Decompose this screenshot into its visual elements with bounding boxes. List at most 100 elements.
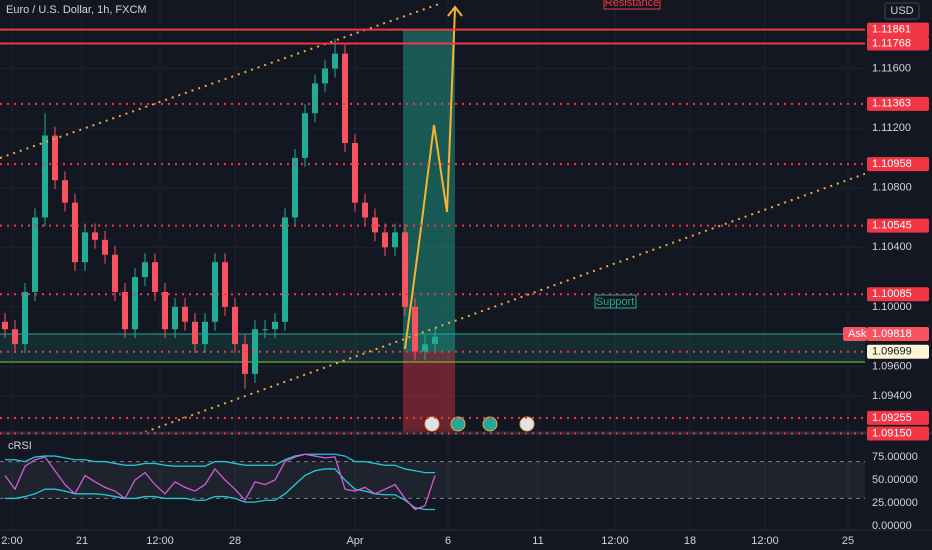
x-tick-label: 18 [684, 535, 696, 547]
candle-body [282, 217, 288, 322]
candle-body [12, 329, 18, 345]
y-tick-label: 0.00000 [872, 520, 912, 532]
candle-body [92, 232, 98, 240]
x-tick-label: 11 [532, 535, 543, 547]
candle-body [132, 277, 138, 330]
candle-body [272, 321, 278, 330]
series-line [5, 468, 435, 511]
level-label-bg [867, 426, 929, 441]
candle-body [232, 306, 238, 345]
band-fill [0, 461, 865, 499]
candle-body [152, 262, 158, 292]
support-box [594, 294, 637, 309]
level-label-bg [867, 410, 929, 425]
y-tick-label: 75.00000 [872, 451, 918, 463]
y-tick-label: 1.11600 [872, 62, 911, 74]
x-tick-label: 2:00 [1, 535, 22, 547]
level-label: 1.11768 [872, 37, 911, 49]
candle-body [212, 262, 218, 322]
y-tick-label: 1.09400 [872, 390, 912, 402]
candle-body [162, 291, 168, 330]
candle-body [222, 262, 228, 307]
level-label: 1.09255 [872, 412, 912, 424]
candle-body [412, 306, 418, 352]
x-tick-label: Apr [346, 535, 363, 547]
resistance-label: Resistance [605, 0, 659, 9]
series-line [4, 453, 436, 511]
candle-body [432, 336, 438, 345]
candle-body [262, 329, 268, 331]
drawings [0, 2, 871, 433]
candle-body [32, 217, 38, 292]
candle-body [72, 202, 78, 263]
x-tick-label: 21 [76, 535, 88, 547]
level-label: 1.10958 [872, 158, 912, 170]
candle-body [102, 239, 108, 255]
candle-body [352, 143, 358, 203]
candle-body [202, 321, 208, 345]
level-label: 1.09150 [872, 427, 912, 439]
candle-body [292, 157, 298, 218]
y-tick-label: 1.10000 [872, 301, 912, 313]
level-label-bg [867, 22, 929, 37]
candle-body [122, 291, 128, 330]
indicator-title: cRSI [8, 440, 32, 452]
candles [2, 38, 438, 389]
candle-body [82, 232, 88, 263]
candle-body [42, 135, 48, 218]
projection [404, 7, 456, 350]
candle-body [182, 306, 188, 322]
x-tick-label: 28 [229, 535, 241, 547]
y-tick-label: 25.00000 [872, 497, 918, 509]
candle-body [392, 232, 398, 248]
candle-body [52, 135, 58, 181]
level-label: 1.09699 [872, 346, 912, 358]
level-label-bg [867, 287, 929, 302]
candle-body [382, 232, 388, 248]
level-label: 1.11363 [872, 98, 911, 110]
x-tick-label: 12:00 [146, 535, 174, 547]
level-label-bg [867, 344, 929, 359]
x-tick-label: 12:00 [751, 535, 779, 547]
currency[interactable]: USD [890, 5, 913, 17]
series-line [5, 453, 435, 474]
candle-body [112, 254, 118, 292]
candle-body [22, 291, 28, 345]
level-label-bg [867, 36, 929, 51]
projection-arrow [447, 5, 463, 17]
y-tick-label: 1.09600 [872, 360, 912, 372]
level-label-bg [867, 96, 929, 111]
resistance-box [603, 0, 661, 10]
y-tick-label: 1.11200 [872, 122, 911, 134]
level-label-bg [867, 218, 929, 233]
level-label-bg [867, 157, 929, 172]
ask-tag: Ask [848, 328, 867, 340]
level-label: 1.10545 [872, 220, 912, 232]
candle-body [192, 321, 198, 345]
y-tick-label: 1.10800 [872, 182, 912, 194]
candle-body [402, 232, 408, 307]
y-tick-label: 1.10400 [872, 241, 912, 253]
ask-label-bg [867, 326, 929, 341]
candle-body [252, 329, 258, 374]
candle-body [362, 202, 368, 218]
level-label: 1.11861 [872, 24, 911, 36]
candle-body [302, 113, 308, 158]
support-label: Support [596, 296, 635, 308]
candle-body [242, 344, 248, 374]
ask-tag-bg [843, 326, 867, 341]
event-icons [424, 416, 535, 432]
candle-body [2, 321, 8, 330]
x-tick-label: 6 [445, 535, 451, 547]
candle-body [312, 83, 318, 114]
candle-body [422, 344, 428, 352]
y-tick-label: 50.00000 [872, 474, 918, 486]
candle-body [332, 53, 338, 69]
candle-body [172, 306, 178, 330]
currency-box[interactable] [884, 2, 920, 20]
channel-lower [144, 171, 871, 433]
candle-body [322, 68, 328, 84]
candle-body [342, 53, 348, 144]
candle-body [62, 180, 68, 203]
